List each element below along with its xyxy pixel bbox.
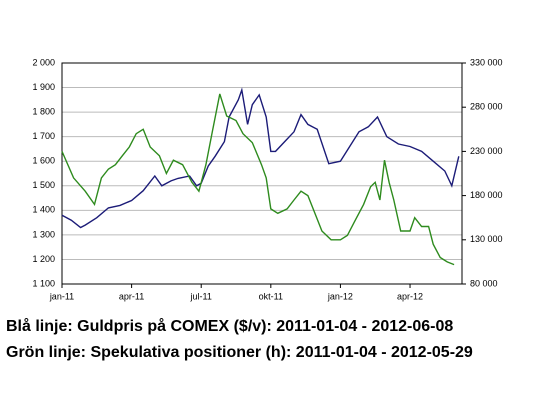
line <box>61 87 460 229</box>
caption: Grön linje: Spekulativa positioner (h): … <box>6 344 473 361</box>
caption: Blå linje: Guldpris på COMEX ($/v): 2011… <box>6 317 453 335</box>
y2-tick-label: 280 000 <box>470 102 503 112</box>
y-tick-label: 1 100 <box>32 278 55 288</box>
y-tick-label: 1 200 <box>32 254 55 264</box>
y2-tick-label: 80 000 <box>470 278 498 288</box>
x-tick-label: apr-11 <box>119 291 144 301</box>
plot-frame <box>61 62 463 285</box>
x-tick-label: apr-12 <box>397 291 423 301</box>
y-tick-label: 1 700 <box>32 131 55 141</box>
y-tick-label: 1 500 <box>32 180 55 190</box>
y-tick-label: 2 000 <box>32 57 55 67</box>
y-tick-label: 1 600 <box>32 156 55 166</box>
x-tick-label: jan-12 <box>327 291 353 301</box>
y2-tick-label: 330 000 <box>470 57 503 67</box>
x-tick-label: jan-11 <box>49 291 74 301</box>
y-tick-label: 1 400 <box>32 205 55 215</box>
y2-tick-label: 180 000 <box>470 190 503 200</box>
y-tick-label: 1 800 <box>32 106 55 116</box>
y-tick-label: 1 300 <box>32 229 55 239</box>
y-tick-label: 1 900 <box>32 82 55 92</box>
x-tick-label: okt-11 <box>259 291 283 301</box>
y2-tick-label: 130 000 <box>470 234 503 244</box>
x-tick-label: jul-11 <box>190 291 212 301</box>
line <box>61 93 455 266</box>
y2-tick-label: 230 000 <box>470 146 503 156</box>
